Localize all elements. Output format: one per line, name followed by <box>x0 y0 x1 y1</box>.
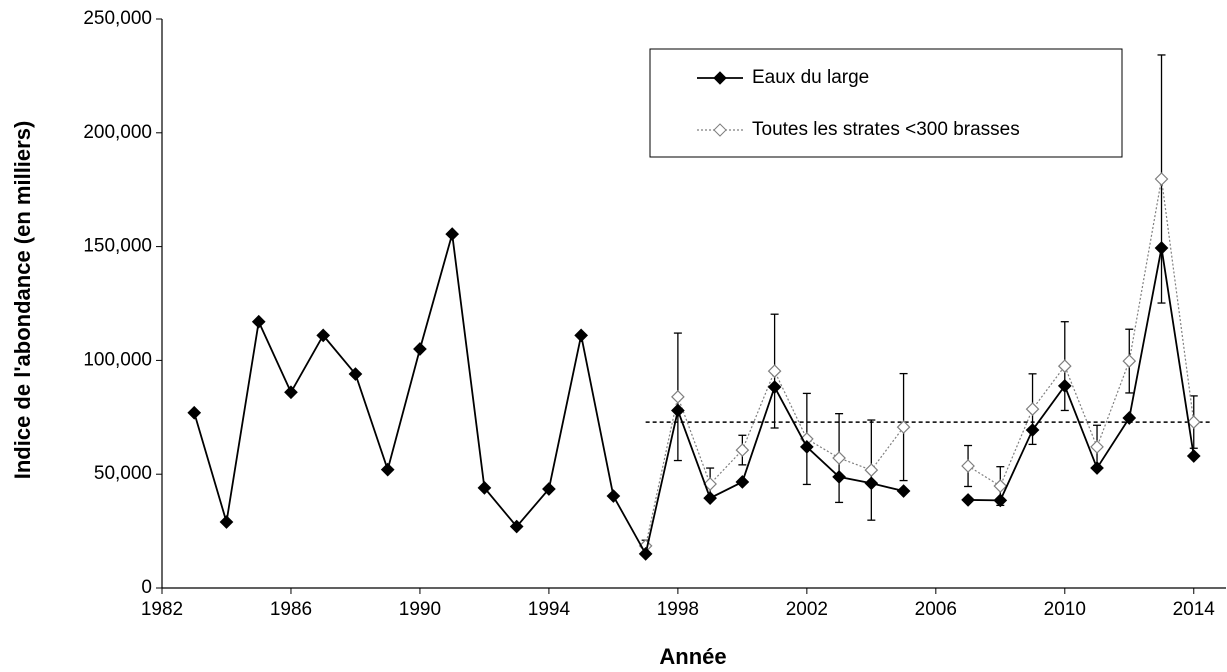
data-point <box>638 547 653 561</box>
data-point <box>896 420 911 434</box>
data-point <box>187 405 202 420</box>
data-point <box>961 493 975 507</box>
x-tick-label: 1986 <box>270 599 312 620</box>
data-point <box>993 479 1008 493</box>
data-point <box>1057 359 1072 373</box>
data-point <box>1186 415 1201 429</box>
legend-label: Toutes les strates <300 brasses <box>752 119 1020 140</box>
data-point <box>606 489 621 503</box>
data-point <box>671 403 685 418</box>
data-point <box>509 519 524 534</box>
data-point <box>767 364 782 378</box>
y-tick-label: 50,000 <box>94 463 152 484</box>
y-tick-label: 0 <box>141 577 152 598</box>
x-tick-label: 2002 <box>786 599 828 620</box>
data-point <box>574 328 588 343</box>
data-point <box>284 385 298 400</box>
series-line <box>645 178 1195 547</box>
data-point <box>542 482 556 496</box>
x-tick-label: 2010 <box>1044 599 1086 620</box>
x-tick-label: 1998 <box>657 599 699 620</box>
data-point <box>1122 411 1137 425</box>
x-tick-label: 1990 <box>399 599 441 620</box>
data-point <box>703 477 717 491</box>
data-point <box>961 459 975 473</box>
data-point <box>767 380 782 394</box>
legend-box <box>649 48 1123 158</box>
data-point <box>671 389 685 404</box>
data-point <box>477 481 492 495</box>
x-tick-label: 2006 <box>915 599 957 620</box>
data-point <box>413 342 427 356</box>
data-point <box>1122 354 1137 368</box>
data-point <box>864 476 879 491</box>
data-point <box>1025 402 1040 416</box>
data-point <box>703 491 717 505</box>
y-tick-label: 150,000 <box>83 236 152 257</box>
data-point <box>1090 440 1104 454</box>
data-point <box>219 515 234 529</box>
y-axis-label: Indice de l'abondance (en milliers) <box>10 121 35 480</box>
y-tick-label: 250,000 <box>83 8 152 29</box>
data-point <box>896 484 911 498</box>
data-point <box>445 227 460 241</box>
data-point <box>1154 172 1169 186</box>
x-axis-label: Année <box>659 644 726 669</box>
data-point <box>348 367 363 381</box>
data-point <box>832 451 846 465</box>
legend-marker <box>713 71 727 85</box>
data-point <box>832 470 846 484</box>
data-point <box>1154 241 1169 255</box>
data-point <box>993 493 1008 508</box>
legend-label: Eaux du large <box>752 67 869 88</box>
data-point <box>1090 461 1104 475</box>
data-point <box>735 443 750 457</box>
x-tick-label: 1982 <box>141 599 183 620</box>
legend-marker <box>713 123 727 137</box>
data-point <box>251 314 266 329</box>
data-point <box>316 328 331 343</box>
y-tick-label: 100,000 <box>83 349 152 370</box>
data-point <box>1025 423 1040 437</box>
data-point <box>864 463 879 477</box>
data-point <box>735 475 750 489</box>
data-point <box>1057 379 1072 393</box>
data-point <box>1186 449 1201 463</box>
data-point <box>380 462 395 477</box>
x-tick-label: 1994 <box>528 599 571 620</box>
x-tick-label: 2014 <box>1173 599 1216 620</box>
y-tick-label: 200,000 <box>83 122 152 143</box>
data-point <box>800 440 814 454</box>
